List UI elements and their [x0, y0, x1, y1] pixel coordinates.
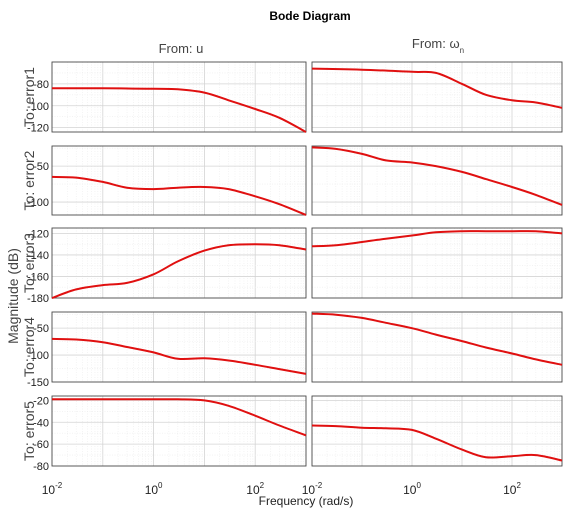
x-tick-base: 10 — [302, 483, 316, 497]
column-label-omega: From: ωn — [412, 36, 464, 55]
x-tick-base: 10 — [42, 483, 56, 497]
x-tick-label: 10-2 — [42, 481, 63, 497]
y-tick-label: -100 — [27, 197, 49, 209]
subplot-r4-c2 — [311, 311, 563, 383]
subplot-r3-c2 — [311, 227, 563, 299]
x-tick-label: 100 — [145, 481, 163, 497]
subplot-frame — [51, 227, 307, 299]
y-tick-label: -50 — [33, 323, 49, 335]
series-line-r3-c2 — [311, 230, 563, 248]
series-line-r5-c2 — [311, 424, 563, 462]
x-axis-label: Frequency (rad/s) — [259, 494, 354, 508]
x-tick-base: 10 — [145, 483, 159, 497]
series-line-r4-c1 — [51, 337, 307, 375]
x-tick-label: 100 — [403, 481, 421, 497]
x-tick-base: 10 — [246, 483, 260, 497]
series-line-r2-c2 — [311, 146, 563, 206]
subplot-r5-c1 — [51, 395, 307, 467]
subplot-r4-c1 — [51, 311, 307, 383]
subplot-frame — [311, 61, 563, 133]
y-tick-label: -40 — [33, 417, 49, 429]
row-label-2: To: error2 — [21, 150, 37, 210]
row-label-4: To: error4 — [21, 317, 37, 377]
column-label-omega-main: From: ω — [412, 36, 460, 51]
x-tick-exponent: -2 — [55, 481, 63, 490]
series-line-r1-c1 — [51, 87, 307, 133]
y-tick-label: -120 — [27, 228, 49, 240]
subplot-r5-c2 — [311, 395, 563, 467]
subplot-r1-c1 — [51, 61, 307, 133]
subplot-r2-c2 — [311, 145, 563, 216]
x-tick-exponent: 2 — [260, 481, 265, 490]
series-line-r4-c2 — [311, 312, 563, 366]
column-label-u: From: u — [159, 41, 204, 56]
subplot-r1-c2 — [311, 61, 563, 133]
subplot-r3-c1 — [51, 227, 307, 299]
series-line-r5-c1 — [52, 398, 307, 437]
y-axis-label: Magnitude (dB) — [5, 248, 21, 344]
x-tick-exponent: -2 — [315, 481, 323, 490]
x-tick-exponent: 0 — [158, 481, 163, 490]
x-tick-base: 10 — [503, 483, 517, 497]
series-line-r2-c1 — [51, 175, 307, 216]
y-tick-label: -60 — [33, 439, 49, 451]
y-tick-label: -120 — [27, 123, 49, 135]
y-tick-label: -80 — [33, 79, 49, 91]
y-tick-label: -180 — [27, 293, 49, 305]
subplot-frame — [311, 145, 563, 216]
series-line-r1-c2 — [311, 67, 563, 109]
y-tick-label: -20 — [33, 395, 49, 407]
row-label-5: To: error5 — [21, 401, 37, 461]
y-tick-label: -150 — [27, 377, 49, 389]
subplot-frame — [311, 227, 563, 299]
row-label-1: To: error1 — [21, 67, 37, 127]
x-tick-exponent: 0 — [416, 481, 421, 490]
series-line-r3-c1 — [51, 243, 307, 299]
subplot-frame — [311, 311, 563, 383]
subplot-frame — [51, 395, 307, 467]
column-label-omega-sub: n — [460, 46, 464, 55]
chart-title: Bode Diagram — [269, 9, 350, 23]
x-tick-base: 10 — [403, 483, 417, 497]
y-tick-label: -80 — [33, 461, 49, 473]
subplot-frame — [51, 311, 307, 383]
y-tick-label: -50 — [33, 161, 49, 173]
subplot-frame — [51, 145, 307, 216]
row-label-3: To: error3 — [21, 233, 37, 293]
subplot-frame — [311, 395, 563, 467]
x-tick-label: 102 — [503, 481, 521, 497]
x-tick-exponent: 2 — [516, 481, 521, 490]
y-tick-label: -160 — [27, 271, 49, 283]
x-tick-label: 10-2 — [302, 481, 323, 497]
x-tick-label: 102 — [246, 481, 264, 497]
y-tick-label: -100 — [27, 350, 49, 362]
subplot-frame — [51, 61, 307, 133]
y-tick-label: -140 — [27, 250, 49, 262]
y-tick-label: -100 — [27, 101, 49, 113]
subplot-r2-c1 — [51, 145, 307, 216]
